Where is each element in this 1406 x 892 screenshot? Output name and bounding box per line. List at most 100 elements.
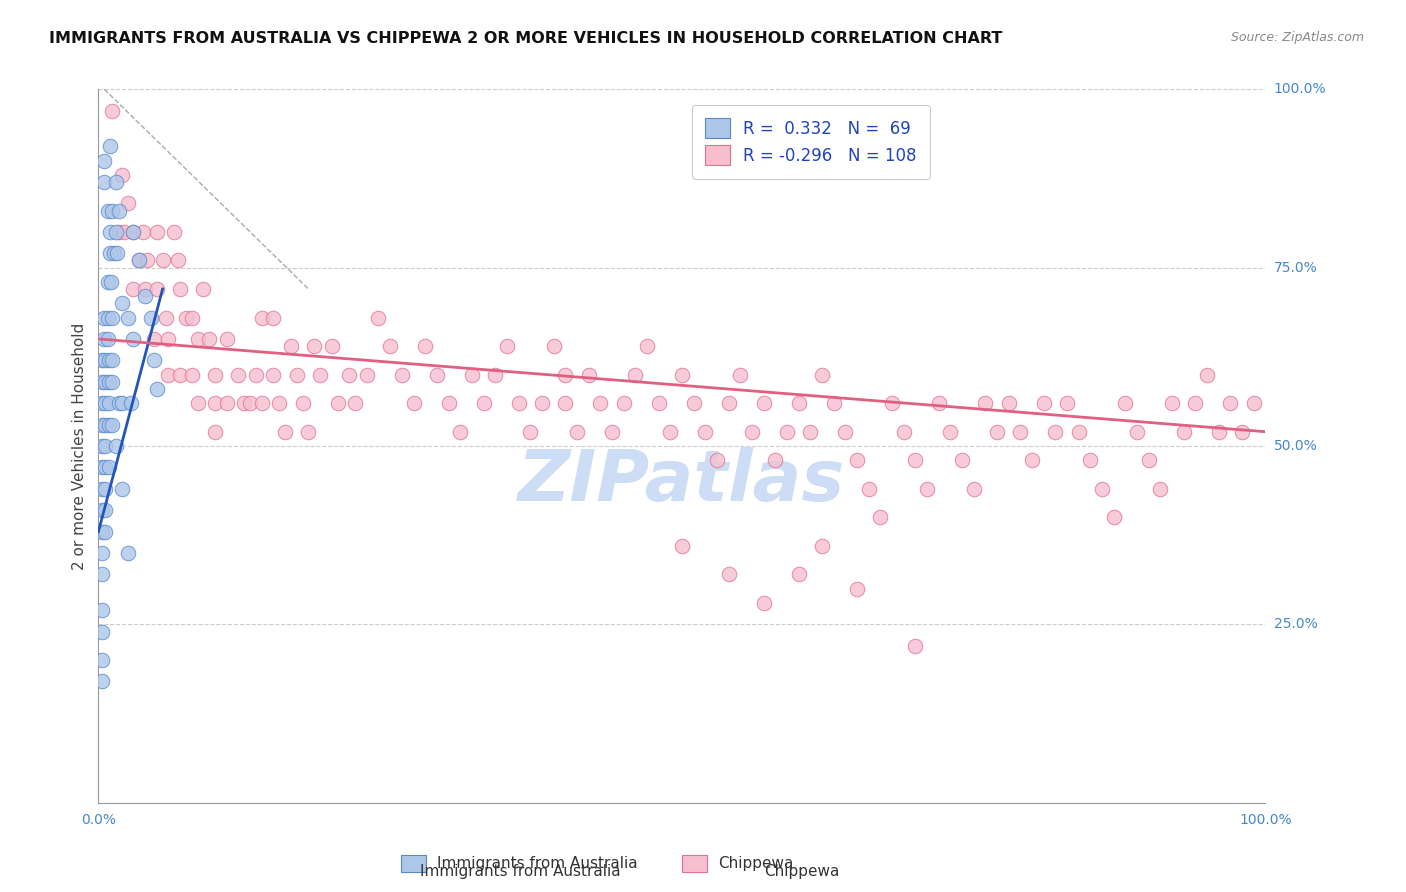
Point [717,396,740,410]
Point [915,482,938,496]
Point [94,503,117,517]
Point [104,225,127,239]
Point [103,246,125,260]
Point [204,425,226,439]
Point [706,453,728,467]
Text: 75.0%: 75.0% [1274,260,1317,275]
Point [1184,396,1206,410]
Point [90,567,112,582]
Point [1032,396,1054,410]
Point [326,396,349,410]
Point [215,332,238,346]
Point [90,460,112,475]
Point [449,425,471,439]
Point [904,639,927,653]
Text: IMMIGRANTS FROM AUSTRALIA VS CHIPPEWA 2 OR MORE VEHICLES IN HOUSEHOLD CORRELATIO: IMMIGRANTS FROM AUSTRALIA VS CHIPPEWA 2 … [49,31,1002,46]
Point [122,282,145,296]
Point [97,396,120,410]
Point [367,310,389,325]
Point [811,539,834,553]
Point [600,425,623,439]
Point [391,368,413,382]
Point [166,253,188,268]
Point [1195,368,1218,382]
Text: 50.0%: 50.0% [1274,439,1317,453]
Point [1208,425,1230,439]
Point [636,339,658,353]
Point [111,168,134,182]
Point [180,368,202,382]
Point [97,375,120,389]
Point [146,282,169,296]
Point [204,368,226,382]
Point [97,275,120,289]
Point [304,339,326,353]
Point [1219,396,1241,410]
Point [565,425,588,439]
Point [752,596,775,610]
Point [101,417,124,432]
Point [484,368,506,382]
Y-axis label: 2 or more Vehicles in Household: 2 or more Vehicles in Household [72,322,87,570]
Point [198,332,221,346]
Point [90,396,112,410]
Text: Chippewa: Chippewa [763,863,839,879]
Point [659,425,682,439]
Point [122,225,145,239]
Point [104,439,127,453]
Point [90,503,112,517]
Point [834,425,856,439]
Point [187,396,209,410]
Point [108,225,131,239]
Point [134,289,156,303]
Point [613,396,636,410]
Point [250,310,273,325]
Point [111,396,134,410]
Point [1137,453,1160,467]
Point [152,253,174,268]
Point [1102,510,1125,524]
Point [1161,396,1184,410]
Point [426,368,449,382]
Point [1091,482,1114,496]
Point [90,603,112,617]
Point [730,368,752,382]
Point [90,482,112,496]
Point [111,296,134,310]
Point [94,396,117,410]
Point [94,417,117,432]
Point [846,582,869,596]
Point [239,396,262,410]
Point [132,225,155,239]
Point [146,225,169,239]
Point [741,425,763,439]
Point [90,653,112,667]
Point [97,310,120,325]
Point [1067,425,1090,439]
Point [97,460,120,475]
Point [893,425,915,439]
Point [554,396,576,410]
Point [157,332,180,346]
Point [280,339,302,353]
Point [1149,482,1171,496]
Point [143,332,166,346]
Point [146,382,169,396]
Point [117,310,139,325]
Point [519,425,541,439]
Point [122,332,145,346]
Text: 100.0%: 100.0% [1274,82,1326,96]
Point [90,546,112,560]
Point [321,339,343,353]
Point [174,310,197,325]
Point [90,353,112,368]
Point [671,368,693,382]
Point [204,396,226,410]
Point [472,396,495,410]
Point [128,253,150,268]
Point [104,175,127,189]
Point [98,225,121,239]
Point [117,196,139,211]
Point [950,453,973,467]
Point [811,368,834,382]
